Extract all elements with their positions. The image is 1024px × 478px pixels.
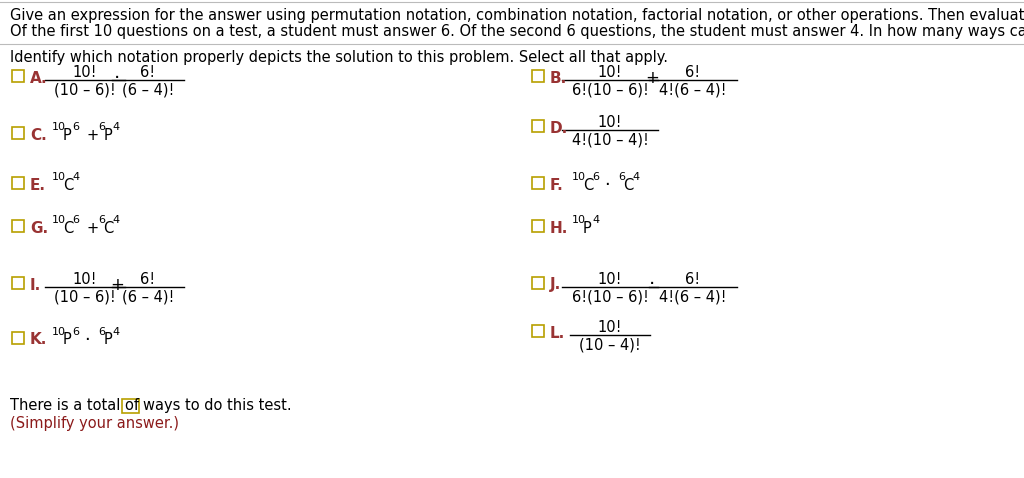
Bar bbox=[532, 220, 544, 232]
Text: 4: 4 bbox=[113, 327, 120, 337]
Text: C: C bbox=[103, 220, 114, 236]
Text: L.: L. bbox=[550, 326, 565, 340]
Text: (10 – 6)!: (10 – 6)! bbox=[54, 82, 116, 97]
Bar bbox=[532, 325, 544, 337]
Text: 6: 6 bbox=[618, 172, 625, 182]
Text: 4: 4 bbox=[592, 215, 599, 225]
Text: 10: 10 bbox=[52, 172, 66, 182]
Text: +: + bbox=[87, 220, 99, 236]
Text: (Simplify your answer.): (Simplify your answer.) bbox=[10, 416, 179, 431]
Text: 6: 6 bbox=[592, 172, 599, 182]
Bar bbox=[12, 220, 24, 232]
Text: 6: 6 bbox=[72, 215, 79, 225]
Text: 10: 10 bbox=[52, 215, 66, 225]
Text: ·: · bbox=[604, 176, 610, 194]
Text: 6: 6 bbox=[72, 327, 79, 337]
Text: P: P bbox=[583, 220, 592, 236]
Text: (6 – 4)!: (6 – 4)! bbox=[122, 289, 174, 304]
Text: I.: I. bbox=[30, 278, 41, 293]
Bar bbox=[12, 332, 24, 344]
Text: P: P bbox=[63, 333, 72, 348]
Bar bbox=[532, 70, 544, 82]
Text: ways to do this test.: ways to do this test. bbox=[143, 398, 292, 413]
Text: G.: G. bbox=[30, 220, 48, 236]
Text: H.: H. bbox=[550, 220, 568, 236]
Text: 10!: 10! bbox=[598, 115, 623, 130]
Text: +: + bbox=[87, 128, 99, 142]
Text: F.: F. bbox=[550, 177, 564, 193]
Text: D.: D. bbox=[550, 120, 568, 135]
Bar bbox=[532, 177, 544, 189]
Text: +: + bbox=[110, 276, 124, 294]
Text: K.: K. bbox=[30, 333, 47, 348]
Text: P: P bbox=[63, 128, 72, 142]
Text: 4: 4 bbox=[113, 122, 120, 132]
Text: 4: 4 bbox=[633, 172, 640, 182]
Text: Of the first 10 questions on a test, a student must answer 6. Of the second 6 qu: Of the first 10 questions on a test, a s… bbox=[10, 24, 1024, 39]
Text: 4!(10 – 4)!: 4!(10 – 4)! bbox=[571, 132, 648, 147]
Text: C.: C. bbox=[30, 128, 47, 142]
Text: 10!: 10! bbox=[598, 65, 623, 80]
Text: ·: · bbox=[84, 331, 90, 349]
Text: 6: 6 bbox=[72, 122, 79, 132]
Text: 10!: 10! bbox=[73, 65, 97, 80]
Text: P: P bbox=[103, 333, 113, 348]
Text: J.: J. bbox=[550, 278, 561, 293]
Text: P: P bbox=[103, 128, 113, 142]
Text: A.: A. bbox=[30, 70, 48, 86]
Bar bbox=[532, 120, 544, 132]
Text: 10!: 10! bbox=[73, 272, 97, 287]
Text: 10: 10 bbox=[572, 172, 586, 182]
Text: (6 – 4)!: (6 – 4)! bbox=[122, 82, 174, 97]
Text: 6: 6 bbox=[98, 327, 105, 337]
Text: +: + bbox=[645, 69, 658, 87]
Text: ·: · bbox=[114, 68, 120, 87]
Text: 6: 6 bbox=[98, 215, 105, 225]
Text: 4!(6 – 4)!: 4!(6 – 4)! bbox=[659, 82, 727, 97]
Text: ·: · bbox=[649, 275, 655, 294]
Text: 6!: 6! bbox=[685, 65, 700, 80]
Text: 10!: 10! bbox=[598, 272, 623, 287]
Text: 10!: 10! bbox=[598, 320, 623, 335]
Text: 6!: 6! bbox=[685, 272, 700, 287]
Text: 6: 6 bbox=[98, 122, 105, 132]
Text: 4: 4 bbox=[72, 172, 79, 182]
Text: C: C bbox=[63, 177, 74, 193]
Bar bbox=[122, 399, 139, 413]
Text: 10: 10 bbox=[572, 215, 586, 225]
Text: C: C bbox=[624, 177, 634, 193]
Bar bbox=[12, 277, 24, 289]
Bar bbox=[12, 127, 24, 139]
Text: 10: 10 bbox=[52, 122, 66, 132]
Bar bbox=[12, 70, 24, 82]
Text: 6!(10 – 6)!: 6!(10 – 6)! bbox=[571, 82, 648, 97]
Text: 6!: 6! bbox=[140, 65, 156, 80]
Text: 4: 4 bbox=[113, 215, 120, 225]
Text: 10: 10 bbox=[52, 327, 66, 337]
Text: (10 – 6)!: (10 – 6)! bbox=[54, 289, 116, 304]
Text: (10 – 4)!: (10 – 4)! bbox=[580, 337, 641, 352]
Text: C: C bbox=[583, 177, 593, 193]
Text: 4!(6 – 4)!: 4!(6 – 4)! bbox=[659, 289, 727, 304]
Text: 6!: 6! bbox=[140, 272, 156, 287]
Text: Identify which notation properly depicts the solution to this problem. Select al: Identify which notation properly depicts… bbox=[10, 50, 668, 65]
Text: B.: B. bbox=[550, 70, 567, 86]
Text: C: C bbox=[63, 220, 74, 236]
Text: Give an expression for the answer using permutation notation, combination notati: Give an expression for the answer using … bbox=[10, 8, 1024, 23]
Text: There is a total of: There is a total of bbox=[10, 398, 139, 413]
Text: E.: E. bbox=[30, 177, 46, 193]
Text: 6!(10 – 6)!: 6!(10 – 6)! bbox=[571, 289, 648, 304]
Bar bbox=[532, 277, 544, 289]
Bar bbox=[12, 177, 24, 189]
